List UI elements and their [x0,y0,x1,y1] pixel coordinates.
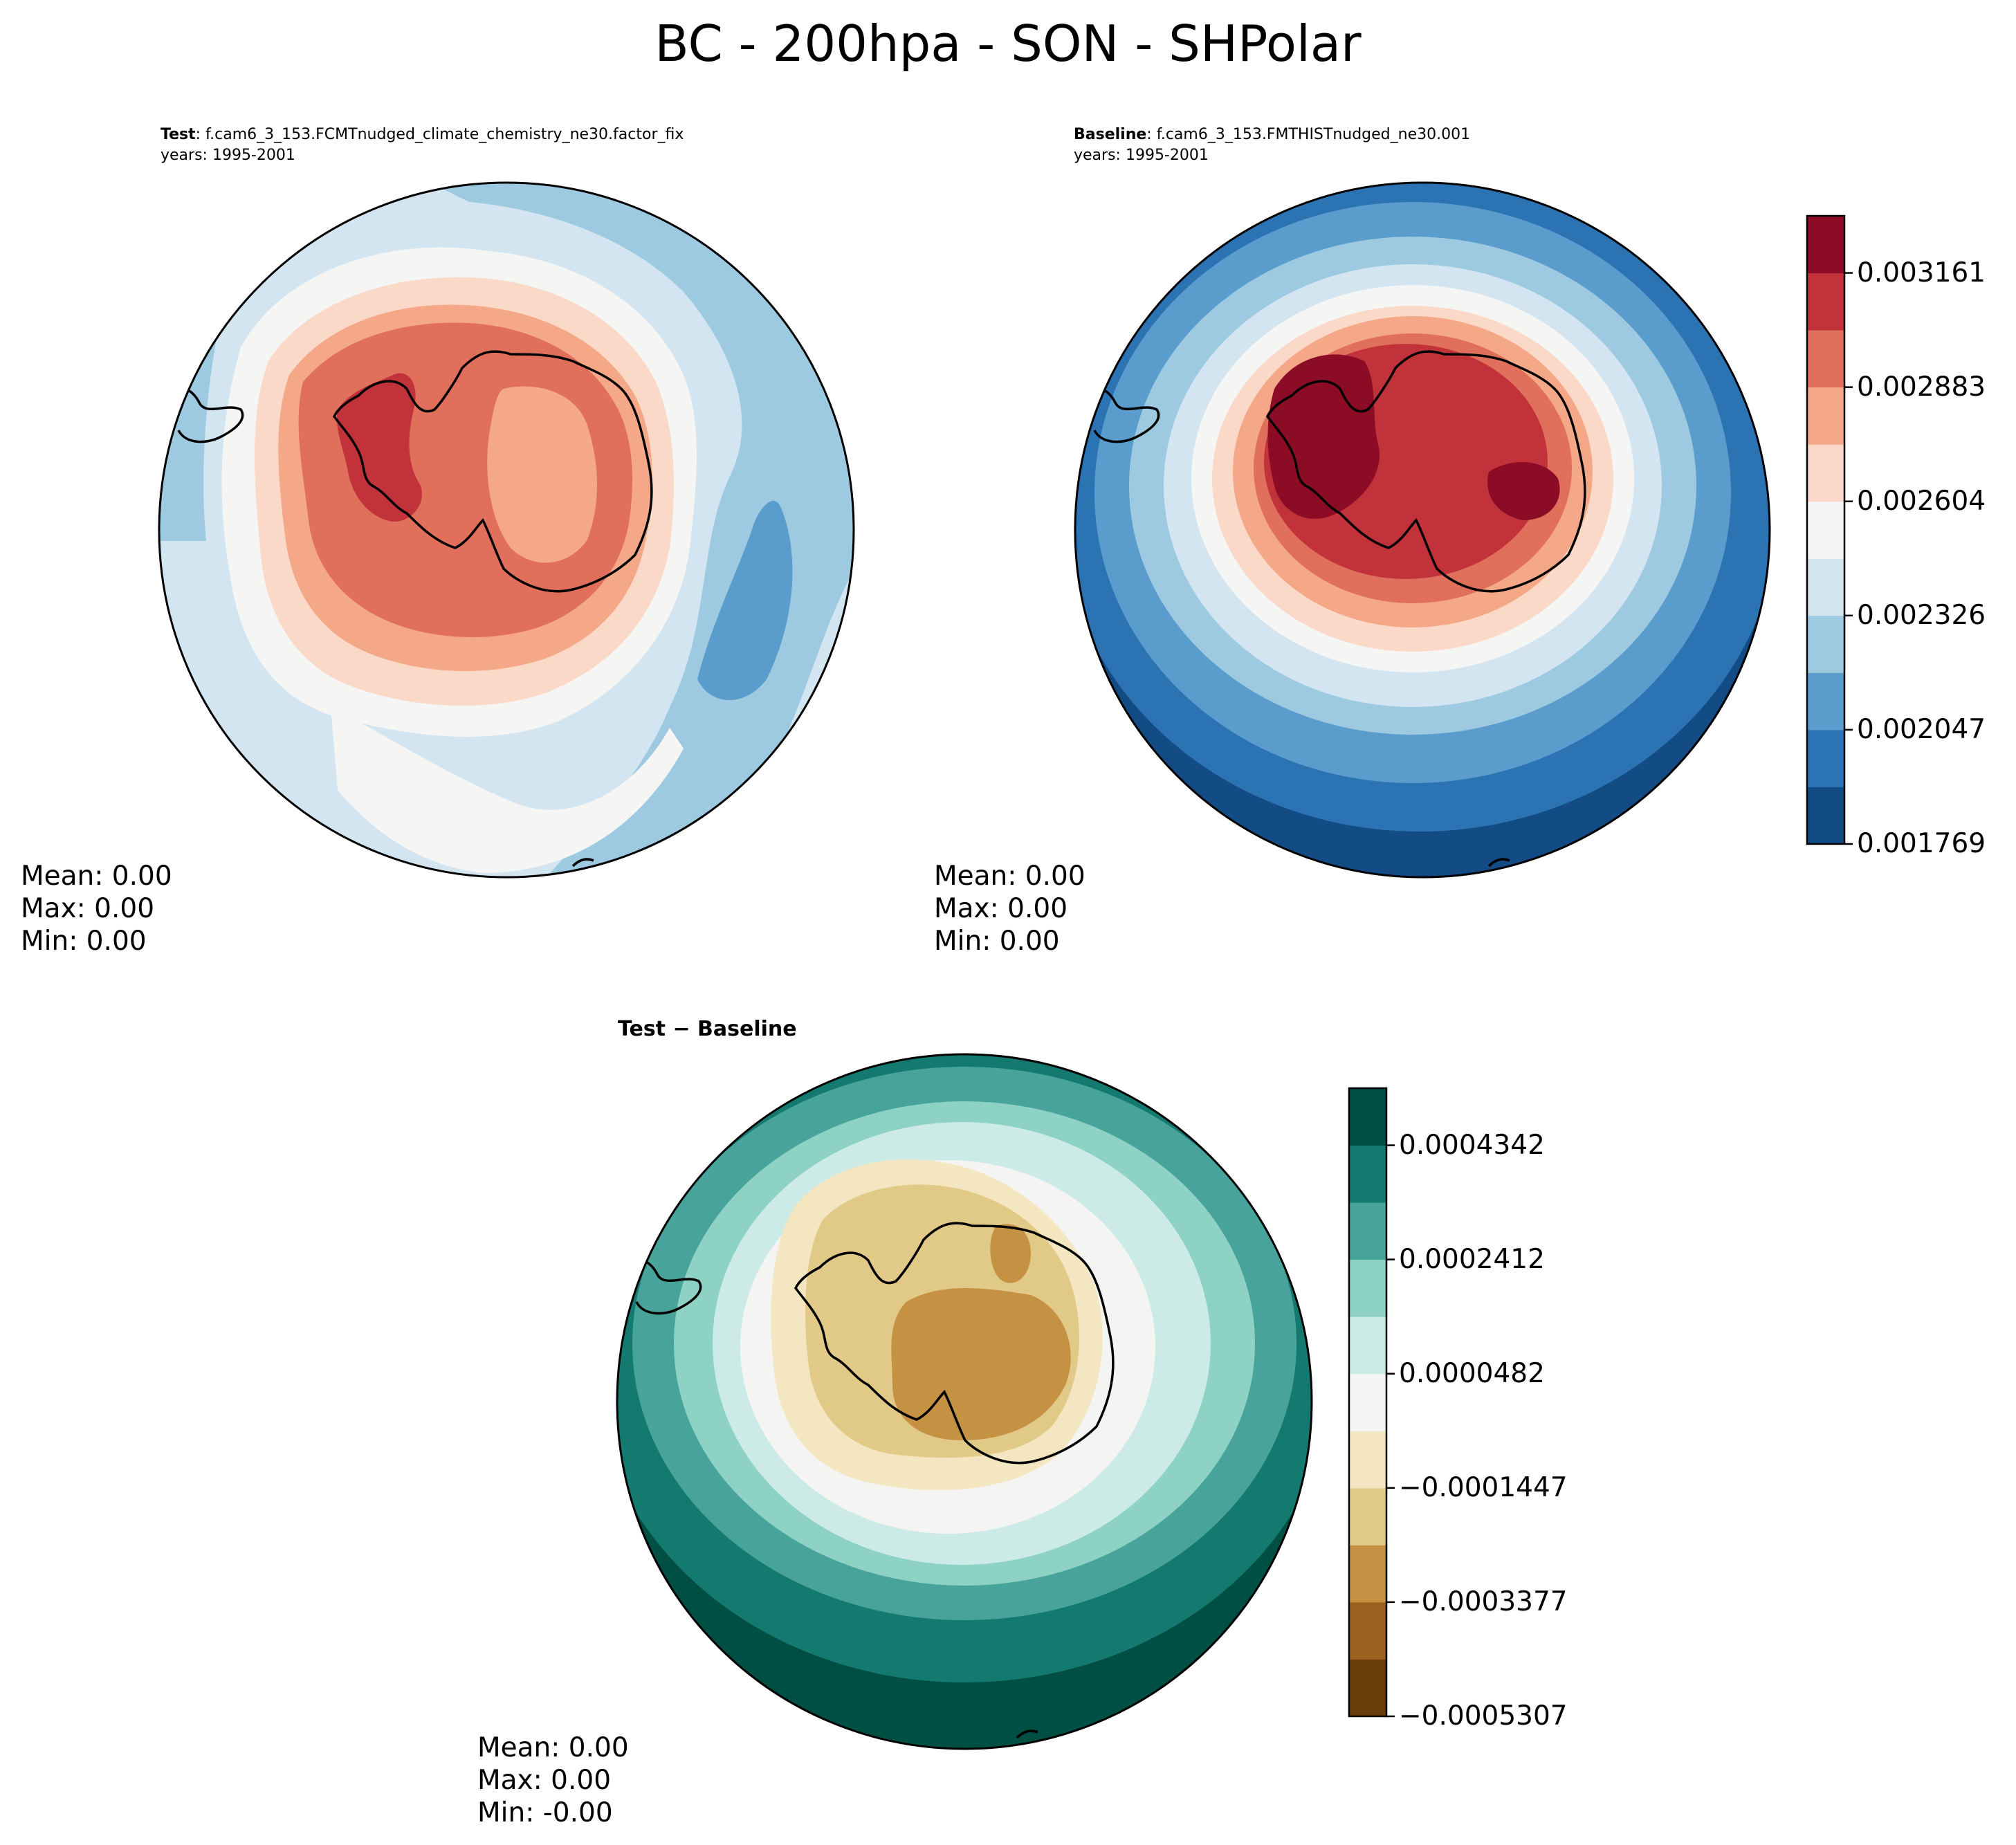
test-map [158,181,855,879]
main-colorbar-segment [1807,672,1844,731]
diff-colorbar-segment [1349,1259,1386,1317]
diff-colorbar-segment [1349,1545,1386,1603]
test-label: Test [161,126,196,143]
main-colorbar-segment [1807,330,1844,388]
main-colorbar-segment [1807,558,1844,616]
baseline-stats-max: Max: 0.00 [934,893,1068,924]
baseline-case-name: : f.cam6_3_153.FMTHISTnudged_ne30.001 [1146,126,1471,143]
baseline-level-10b [1487,462,1560,520]
diff-colorbar-tick-label: 0.0004342 [1399,1129,1545,1161]
test-contours [159,183,854,877]
main-colorbar-segment [1807,273,1844,331]
baseline-stats-mean: Mean: 0.00 [934,861,1085,892]
main-colorbar-segment [1807,444,1844,502]
main-colorbar-tick-label: 0.002604 [1857,485,1986,517]
diff-colorbar-segment [1349,1373,1386,1431]
main-colorbar-tick-label: 0.002883 [1857,371,1986,403]
baseline-coastline-south-america [1075,385,1160,443]
diff-colorbar [1348,1087,1395,1718]
diff-colorbar-segment [1349,1145,1386,1203]
main-colorbar [1806,214,1853,845]
main-colorbar-segment [1807,501,1844,559]
diff-colorbar-tick-label: 0.0002412 [1399,1243,1545,1275]
test-stats-min: Min: 0.00 [21,926,147,957]
test-panel-title: Test: f.cam6_3_153.FCMTnudged_climate_ch… [161,125,684,145]
diff-colorbar-segment [1349,1487,1386,1545]
diff-level-8b [990,1224,1031,1283]
main-colorbar-segment [1807,216,1844,274]
main-colorbar-segment [1807,387,1844,445]
main-colorbar-segment [1807,615,1844,673]
diff-colorbar-tick-label: −0.0005307 [1399,1700,1568,1732]
test-contour-level-2 [697,500,793,700]
diff-colorbar-segment [1349,1431,1386,1489]
test-contour-level-7 [487,386,597,563]
figure-title: BC - 200hpa - SON - SHPolar [654,15,1362,73]
diff-stats-max: Max: 0.00 [477,1765,612,1796]
diff-coastline-south-america [617,1256,702,1315]
diff-coastline-new-zealand [1016,1729,1038,1739]
main-colorbar-tick-label: 0.001769 [1857,828,1986,859]
diff-colorbar-segment [1349,1601,1386,1660]
diff-colorbar-segment [1349,1088,1386,1146]
diff-stats-min: Min: -0.00 [477,1797,613,1828]
baseline-coastline-antarctica [1265,350,1586,593]
test-coastline-south-america [159,385,244,443]
main-colorbar-tick-label: 0.002047 [1857,713,1986,745]
diff-colorbar-tick-label: −0.0001447 [1399,1471,1568,1503]
diff-contours [617,1054,1312,1749]
test-contour-level-1 [428,183,854,877]
diff-colorbar-tick-label: −0.0003377 [1399,1586,1568,1617]
diff-colorbar-frame [1348,1087,1388,1718]
baseline-contours [1075,183,1770,877]
test-map-boundary [158,181,855,879]
test-contour-level-8 [336,373,422,522]
baseline-panel-title: Baseline: f.cam6_3_153.FMTHISTnudged_ne3… [1074,125,1470,145]
baseline-map [1074,181,1771,879]
main-colorbar-tick-label: 0.003161 [1857,257,1986,288]
diff-coastline-antarctica [794,1222,1115,1465]
main-colorbar-segment [1807,787,1844,845]
test-stats-max: Max: 0.00 [21,893,155,924]
test-coastline-new-zealand [571,858,594,868]
test-contour-level-3b [331,707,684,873]
test-coastline-antarctica [332,350,653,593]
baseline-coastline-new-zealand [1487,858,1510,868]
test-case-name: : f.cam6_3_153.FCMTnudged_climate_chemis… [195,126,684,143]
baseline-map-boundary [1074,181,1771,879]
diff-stats-mean: Mean: 0.00 [477,1732,629,1763]
baseline-level-10 [1267,354,1380,519]
test-stats-mean: Mean: 0.00 [21,861,172,892]
diff-colorbar-tick-label: 0.0000482 [1399,1357,1545,1389]
diff-colorbar-segment [1349,1659,1386,1717]
diff-colorbar-segment [1349,1202,1386,1260]
diff-map-boundary [616,1053,1313,1750]
main-colorbar-segment [1807,729,1844,787]
baseline-stats-min: Min: 0.00 [934,926,1060,957]
test-years: years: 1995-2001 [161,147,295,164]
diff-map [616,1053,1313,1750]
diff-panel-title: Test − Baseline [618,1017,797,1041]
diff-colorbar-segment [1349,1316,1386,1375]
main-colorbar-frame [1806,214,1846,845]
main-colorbar-tick-label: 0.002326 [1857,599,1986,631]
baseline-years: years: 1995-2001 [1074,147,1209,164]
baseline-label: Baseline [1074,126,1147,143]
